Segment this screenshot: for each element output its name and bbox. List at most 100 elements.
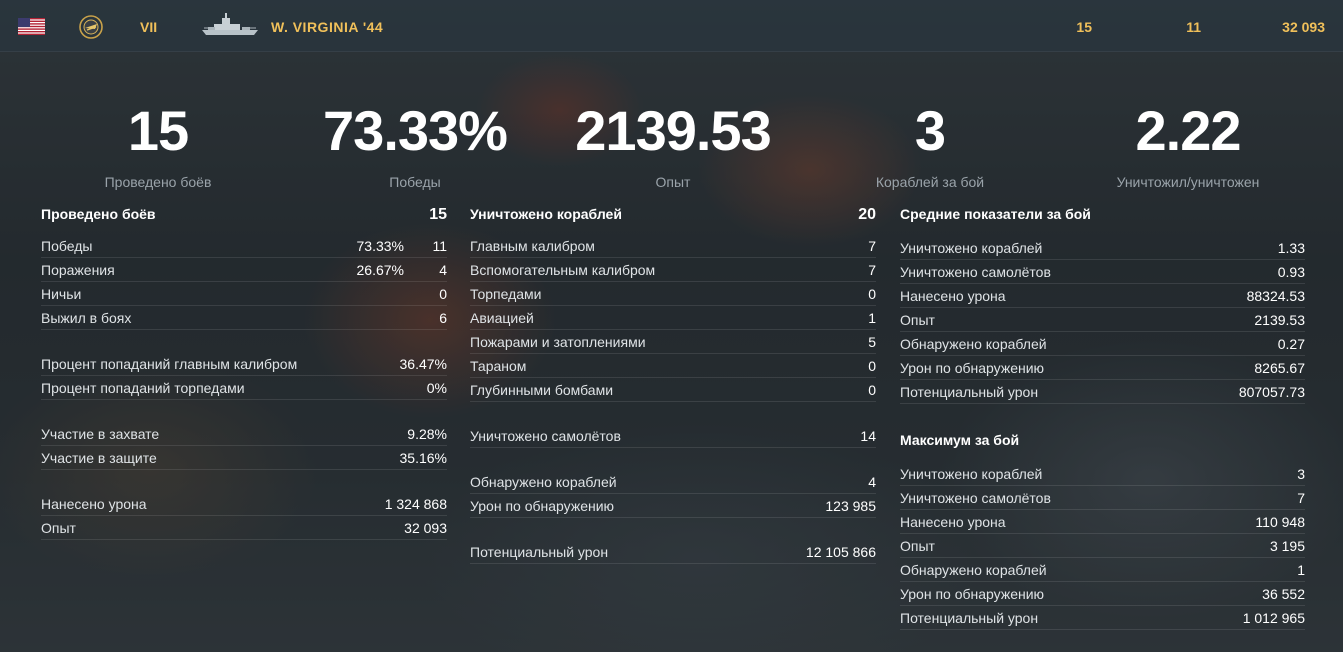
stat-value: 0 bbox=[439, 286, 447, 302]
avg-row-damage: Нанесено урона 88324.53 bbox=[900, 284, 1305, 308]
stat-row-main-battery: Главным калибром 7 bbox=[470, 234, 876, 258]
stat-value: 0 bbox=[868, 382, 876, 398]
summary-battles-value: 15 bbox=[127, 99, 189, 162]
stat-value: 4 bbox=[868, 474, 876, 490]
stat-row-experience: Опыт 32 093 bbox=[41, 516, 447, 540]
stat-label: Нанесено урона bbox=[41, 496, 147, 512]
summary-ships-per-battle-label: Кораблей за бой bbox=[875, 174, 985, 190]
stat-value: 7 bbox=[868, 262, 876, 278]
ship-header-row[interactable]: VII W. VIRGINIA '44 15 11 32 093 bbox=[0, 0, 1343, 52]
per-battle-column: Средние показатели за бой Уничтожено кор… bbox=[900, 204, 1305, 630]
stat-label: Тараном bbox=[470, 358, 527, 374]
stat-percent: 26.67% bbox=[356, 262, 404, 278]
stat-value: 7 bbox=[1297, 490, 1305, 506]
header-battles-count: 15 bbox=[1076, 19, 1092, 35]
stat-row-torpedoes: Торпедами 0 bbox=[470, 282, 876, 306]
stat-value: 36.47% bbox=[399, 356, 447, 372]
stat-row-losses: Поражения 26.67% 4 bbox=[41, 258, 447, 282]
stat-label: Потенциальный урон bbox=[900, 384, 1039, 400]
avg-row-planes-destroyed: Уничтожено самолётов 0.93 bbox=[900, 260, 1305, 284]
stat-value: 110 948 bbox=[1255, 514, 1305, 530]
stat-label: Ничьи bbox=[41, 286, 82, 302]
stat-row-draws: Ничьи 0 bbox=[41, 282, 447, 306]
battles-column: Проведено боёв 15 Победы 73.33% 11 Пораж… bbox=[41, 204, 447, 540]
stat-value: 8265.67 bbox=[1254, 360, 1305, 376]
maximum-title-text: Максимум за бой bbox=[900, 432, 1020, 448]
stat-label: Поражения bbox=[41, 262, 115, 278]
stat-value: 123 985 bbox=[825, 498, 876, 514]
stat-value: 1 bbox=[1297, 562, 1305, 578]
stat-value: 5 bbox=[868, 334, 876, 350]
stat-label: Глубинными бомбами bbox=[470, 382, 614, 398]
stat-label: Опыт bbox=[900, 312, 935, 328]
max-row-spotting-damage: Урон по обнаружению 36 552 bbox=[900, 582, 1305, 606]
stat-row-wins: Победы 73.33% 11 bbox=[41, 234, 447, 258]
summary-kd-label: Уничтожил/уничтожен bbox=[1116, 174, 1260, 190]
avg-row-ships-spotted: Обнаружено кораблей 0.27 bbox=[900, 332, 1305, 356]
stat-value: 35.16% bbox=[399, 450, 447, 466]
stat-value: 1 324 868 bbox=[384, 496, 447, 512]
stat-label: Опыт bbox=[41, 520, 76, 536]
stat-label: Участие в защите bbox=[41, 450, 157, 466]
stat-label: Выжил в боях bbox=[41, 310, 132, 326]
avg-row-spotting-damage: Урон по обнаружению 8265.67 bbox=[900, 356, 1305, 380]
stat-row-ramming: Тараном 0 bbox=[470, 354, 876, 378]
stat-value: 88324.53 bbox=[1246, 288, 1305, 304]
stat-row-depth-charges: Глубинными бомбами 0 bbox=[470, 378, 876, 402]
stat-row-capture: Участие в захвате 9.28% bbox=[41, 422, 447, 446]
summary-winrate-value: 73.33% bbox=[323, 99, 508, 162]
stat-label: Процент попаданий главным калибром bbox=[41, 356, 298, 372]
battleship-silhouette-icon bbox=[202, 13, 258, 35]
stat-label: Авиацией bbox=[470, 310, 534, 326]
stat-label: Уничтожено самолётов bbox=[470, 428, 621, 444]
stat-value: 36 552 bbox=[1262, 586, 1305, 602]
stat-value: 3 bbox=[1297, 466, 1305, 482]
ships-destroyed-header-row: Уничтожено кораблей 20 bbox=[470, 204, 876, 234]
average-section-title: Средние показатели за бой bbox=[900, 204, 1305, 236]
header-wins-count: 11 bbox=[1186, 19, 1201, 35]
summary-kd-value: 2.22 bbox=[1135, 99, 1242, 162]
stat-row-secondary-battery: Вспомогательным калибром 7 bbox=[470, 258, 876, 282]
stat-label: Нанесено урона bbox=[900, 514, 1006, 530]
stat-label: Нанесено урона bbox=[900, 288, 1006, 304]
max-row-damage: Нанесено урона 110 948 bbox=[900, 510, 1305, 534]
max-row-potential-damage: Потенциальный урон 1 012 965 bbox=[900, 606, 1305, 630]
stat-value: 9.28% bbox=[407, 426, 447, 442]
stat-value: 11 bbox=[432, 238, 447, 254]
ships-destroyed-header-value: 20 bbox=[858, 206, 876, 223]
stat-label: Обнаружено кораблей bbox=[470, 474, 617, 490]
battles-header-label: Проведено боёв bbox=[41, 206, 156, 222]
ships-destroyed-column: Уничтожено кораблей 20 Главным калибром … bbox=[470, 204, 876, 564]
usa-emblem-icon bbox=[79, 15, 103, 39]
stat-row-fires-flooding: Пожарами и затоплениями 5 bbox=[470, 330, 876, 354]
stat-label: Уничтожено самолётов bbox=[900, 264, 1051, 280]
avg-row-experience: Опыт 2139.53 bbox=[900, 308, 1305, 332]
ship-tier: VII bbox=[140, 19, 158, 35]
stat-label: Потенциальный урон bbox=[470, 544, 609, 560]
stat-value: 0 bbox=[868, 358, 876, 374]
stat-label: Уничтожено кораблей bbox=[900, 466, 1043, 482]
summary-experience-label: Опыт bbox=[655, 174, 691, 190]
stat-row-planes-destroyed: Уничтожено самолётов 14 bbox=[470, 424, 876, 448]
battles-header-value: 15 bbox=[429, 206, 447, 223]
stat-percent: 73.33% bbox=[356, 238, 404, 254]
stat-value: 0 bbox=[868, 286, 876, 302]
stat-label: Опыт bbox=[900, 538, 935, 554]
ships-destroyed-header-label: Уничтожено кораблей bbox=[470, 206, 622, 222]
max-row-planes-destroyed: Уничтожено самолётов 7 bbox=[900, 486, 1305, 510]
battles-header-row: Проведено боёв 15 bbox=[41, 204, 447, 234]
stat-label: Уничтожено кораблей bbox=[900, 240, 1043, 256]
stat-label: Урон по обнаружению bbox=[900, 360, 1045, 376]
stat-value: 14 bbox=[860, 428, 876, 444]
summary-battles-label: Проведено боёв bbox=[104, 174, 212, 190]
stat-value: 2139.53 bbox=[1254, 312, 1305, 328]
stat-value: 32 093 bbox=[404, 520, 447, 536]
stat-label: Потенциальный урон bbox=[900, 610, 1039, 626]
stat-row-defense: Участие в защите 35.16% bbox=[41, 446, 447, 470]
max-row-ships-spotted: Обнаружено кораблей 1 bbox=[900, 558, 1305, 582]
stat-row-potential-damage: Потенциальный урон 12 105 866 bbox=[470, 540, 876, 564]
us-flag-icon bbox=[18, 18, 45, 35]
